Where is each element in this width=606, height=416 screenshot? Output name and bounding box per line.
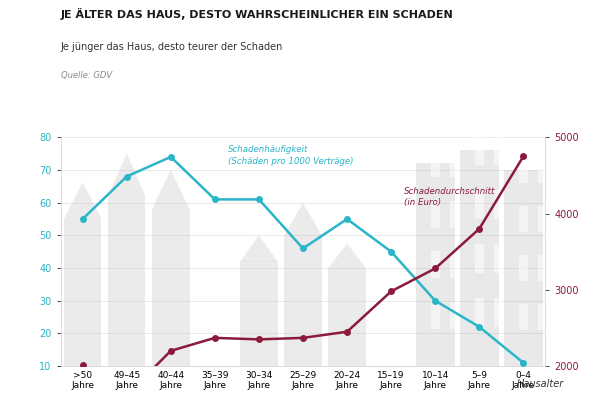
Bar	[538, 255, 547, 281]
Bar	[494, 298, 504, 327]
Polygon shape	[328, 243, 366, 268]
Bar	[240, 262, 278, 366]
Bar	[431, 302, 440, 329]
Text: Hausalter: Hausalter	[516, 379, 564, 389]
Polygon shape	[64, 182, 101, 219]
Bar	[538, 157, 547, 183]
Bar	[474, 244, 484, 272]
Bar	[450, 302, 459, 329]
Bar	[494, 190, 504, 219]
Bar	[431, 251, 440, 278]
Text: Schadendurchschnitt
(in Euro): Schadendurchschnitt (in Euro)	[404, 187, 496, 207]
Polygon shape	[240, 235, 278, 262]
Bar	[504, 170, 543, 366]
Bar	[450, 251, 459, 278]
Polygon shape	[284, 203, 322, 235]
Text: Je jünger das Haus, desto teurer der Schaden: Je jünger das Haus, desto teurer der Sch…	[61, 42, 283, 52]
Bar	[450, 150, 459, 177]
Bar	[519, 157, 528, 183]
Bar	[450, 201, 459, 228]
Bar	[519, 206, 528, 232]
Bar	[152, 209, 190, 366]
Bar	[431, 201, 440, 228]
Polygon shape	[108, 154, 145, 196]
Bar	[494, 244, 504, 272]
Bar	[519, 304, 528, 330]
Text: JE ÄLTER DAS HAUS, DESTO WAHRSCHEINLICHER EIN SCHADEN: JE ÄLTER DAS HAUS, DESTO WAHRSCHEINLICHE…	[61, 8, 453, 20]
Text: Quelle: GDV: Quelle: GDV	[61, 71, 112, 80]
Bar	[494, 136, 504, 165]
Bar	[538, 304, 547, 330]
Bar	[474, 136, 484, 165]
Bar	[474, 190, 484, 219]
Bar	[474, 298, 484, 327]
Bar	[284, 235, 322, 366]
Bar	[416, 163, 454, 366]
Bar	[108, 196, 145, 366]
Bar	[460, 150, 499, 366]
Polygon shape	[152, 170, 190, 209]
Bar	[519, 255, 528, 281]
Bar	[538, 206, 547, 232]
Bar	[328, 268, 366, 366]
Bar	[431, 150, 440, 177]
Text: Schadenhäufigkeit
(Schäden pro 1000 Verträge): Schadenhäufigkeit (Schäden pro 1000 Vert…	[228, 146, 353, 166]
Bar	[64, 219, 101, 366]
